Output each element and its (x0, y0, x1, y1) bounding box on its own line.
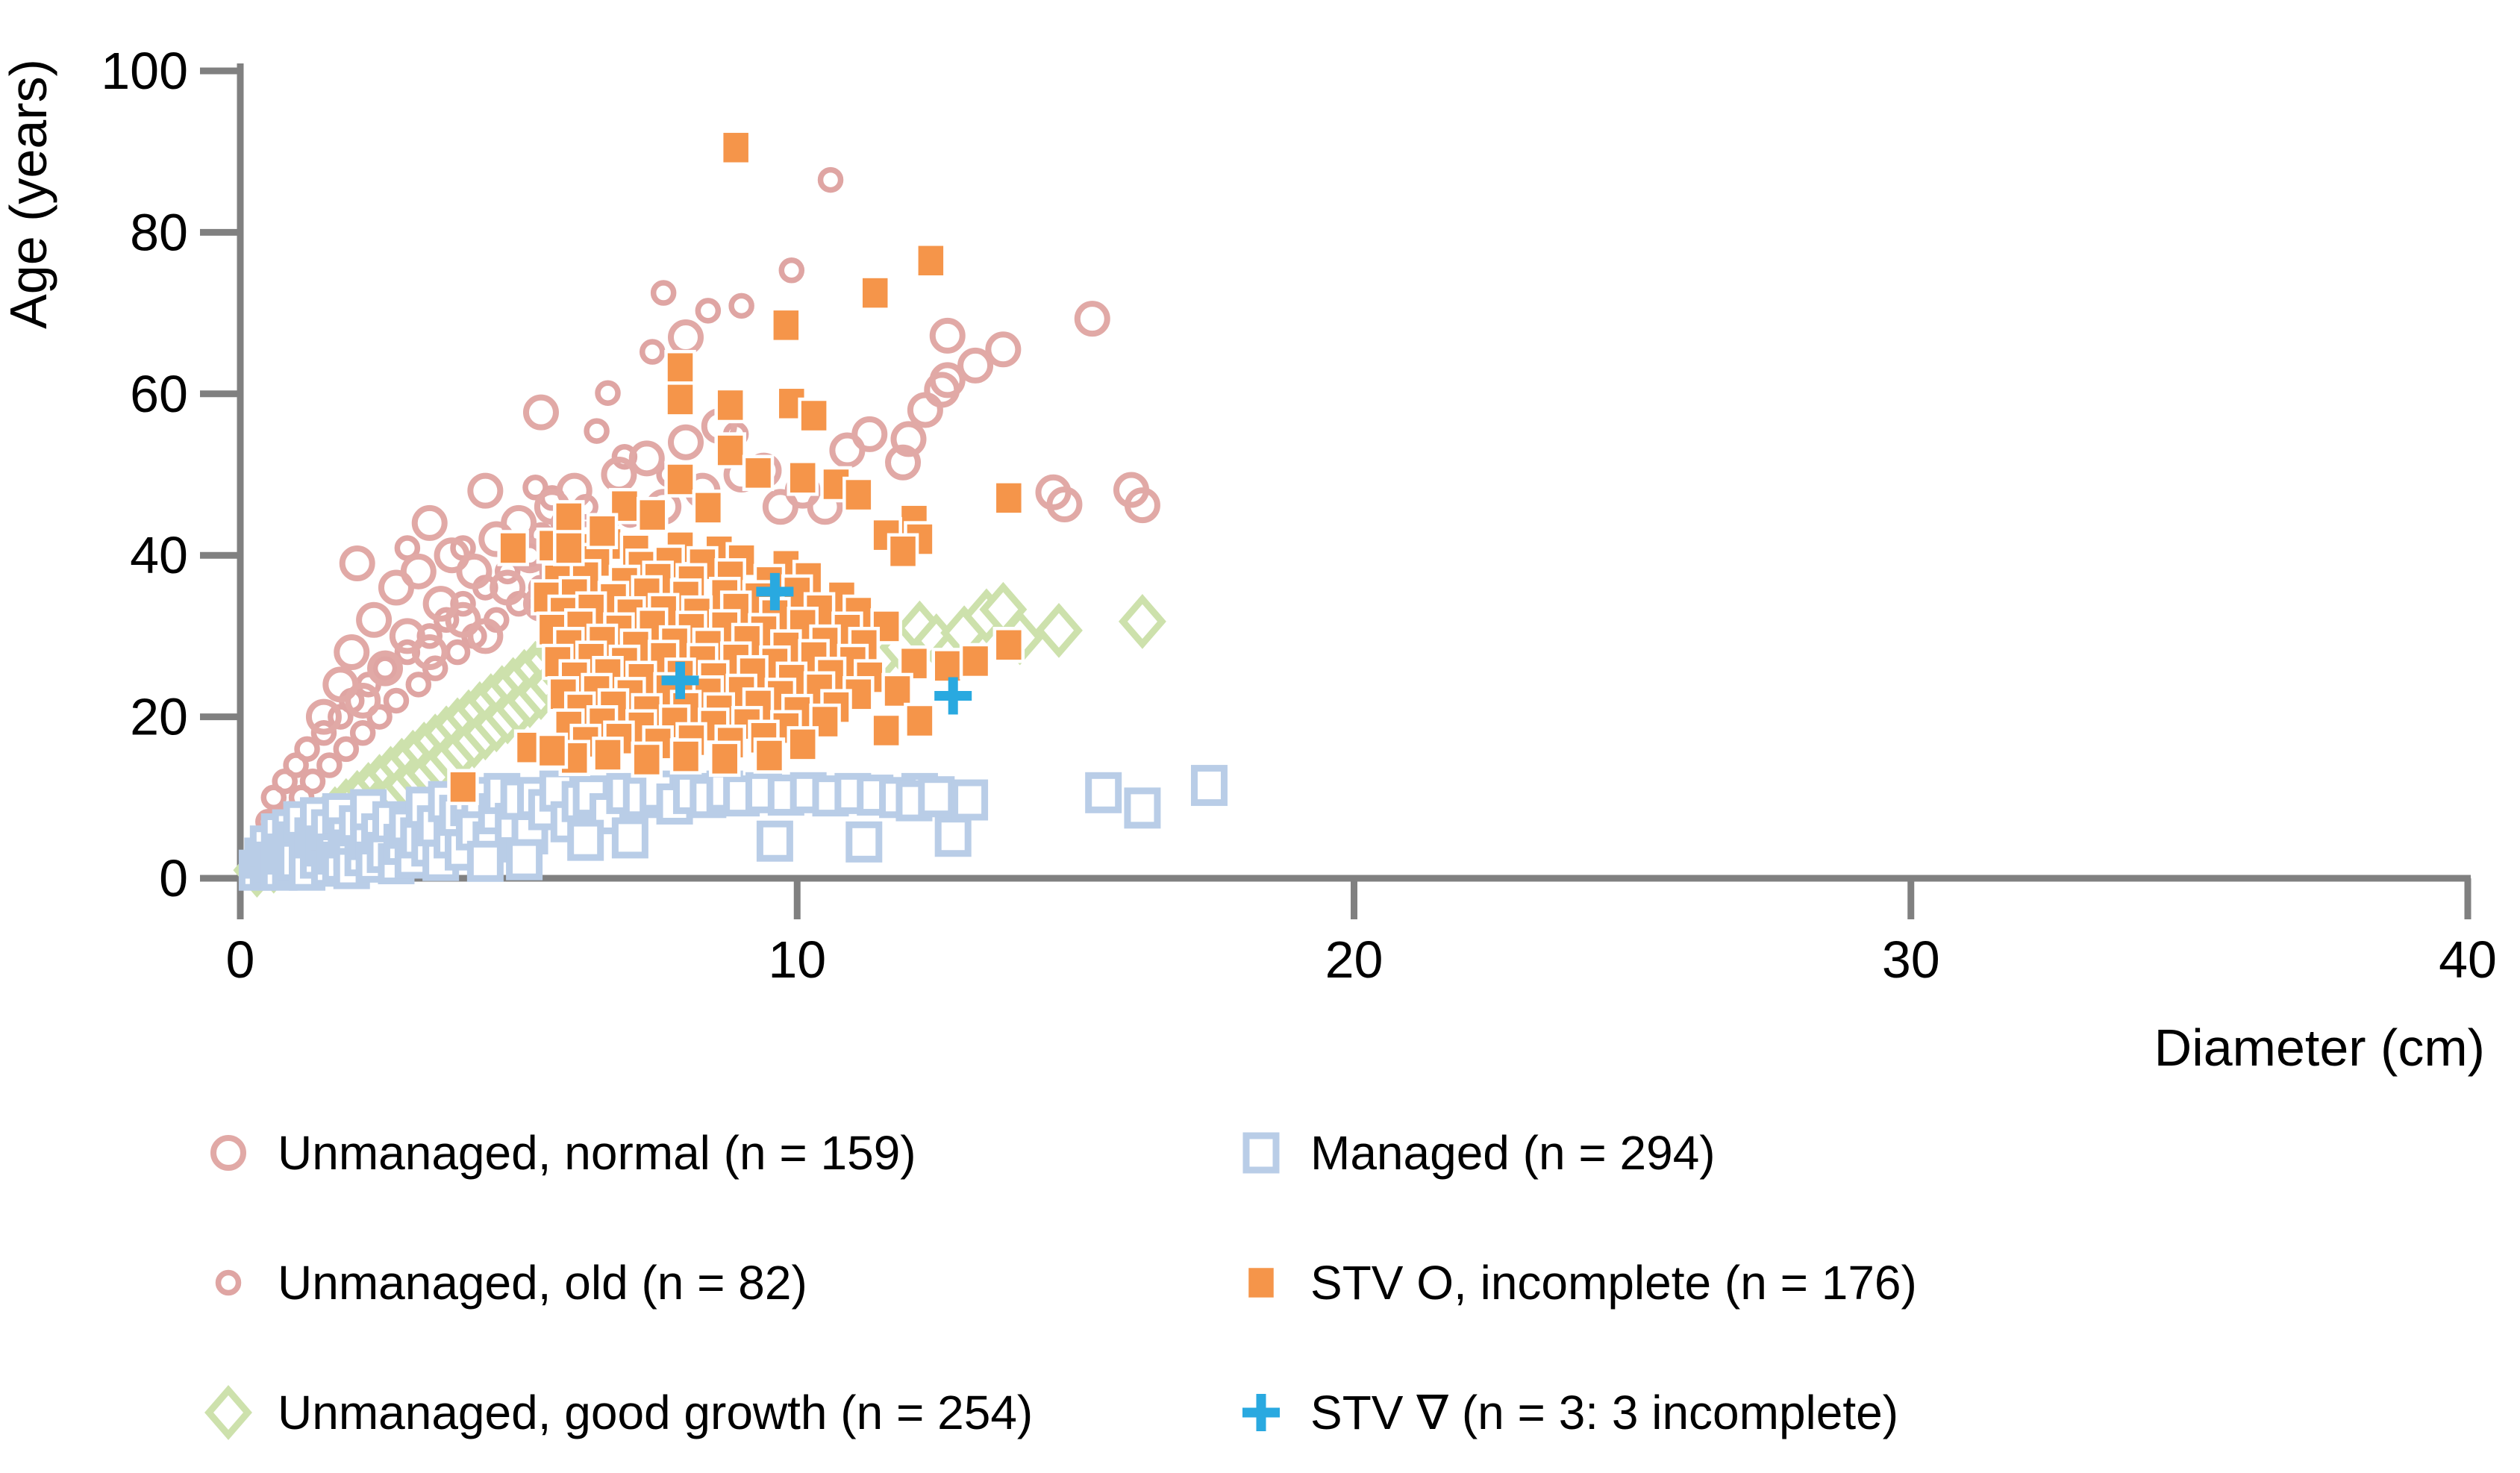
y-axis-title: Age (years) (0, 59, 57, 329)
y-tick-label: 100 (101, 42, 188, 100)
x-axis-title: Diameter (cm) (2154, 1019, 2485, 1077)
y-tick-label: 0 (159, 849, 188, 907)
x-tick-label: 40 (2439, 931, 2497, 989)
y-tick-label: 80 (130, 203, 188, 261)
x-tick-label: 20 (1325, 931, 1384, 989)
x-tick-label: 0 (226, 931, 255, 989)
legend-label: STV ∇ (n = 3: 3 incomplete) (1310, 1386, 1899, 1439)
plus-icon (1242, 1394, 1280, 1431)
y-tick-label: 60 (130, 365, 188, 423)
circle-open-large-icon (210, 1135, 246, 1171)
axes: 0 20 40 60 80 100 0 10 20 30 40 Age (years) Diameter… (0, 42, 2497, 1077)
diamond-open-icon (204, 1385, 252, 1440)
square-filled-icon (1245, 1264, 1278, 1301)
series-points-5 (661, 572, 972, 715)
legend-item-unmanaged-normal: Unmanaged, normal (n = 159) (200, 1119, 1033, 1186)
x-tick-label: 30 (1882, 931, 1940, 989)
legend-item-unmanaged-good-growth: Unmanaged, good growth (n = 254) (200, 1379, 1033, 1446)
series-points-3 (238, 765, 1228, 891)
y-tick-label: 20 (130, 688, 188, 746)
legend-item-stv-nabla: STV ∇ (n = 3: 3 incomplete) (1233, 1379, 1917, 1446)
series-points-4 (447, 129, 1025, 805)
circle-open-small-icon (215, 1269, 242, 1296)
legend-label: Unmanaged, old (n = 82) (278, 1256, 807, 1310)
x-tick-label: 10 (768, 931, 826, 989)
legend-label: Managed (n = 294) (1310, 1126, 1716, 1180)
legend-label: Unmanaged, good growth (n = 254) (278, 1386, 1034, 1439)
y-tick-label: 40 (130, 526, 188, 584)
legend-column-left: Unmanaged, normal (n = 159) Unmanaged, o… (200, 1119, 1033, 1473)
legend-item-unmanaged-old: Unmanaged, old (n = 82) (200, 1249, 1033, 1316)
legend-item-stv-o-incomplete: STV O, incomplete (n = 176) (1233, 1249, 1917, 1316)
legend-item-managed: Managed (n = 294) (1233, 1119, 1917, 1186)
square-open-icon (1242, 1132, 1280, 1174)
legend-label: Unmanaged, normal (n = 159) (278, 1126, 916, 1180)
legend-column-right: Managed (n = 294) STV O, incomplete (n =… (1233, 1119, 1917, 1473)
legend-label: STV O, incomplete (n = 176) (1310, 1256, 1917, 1310)
